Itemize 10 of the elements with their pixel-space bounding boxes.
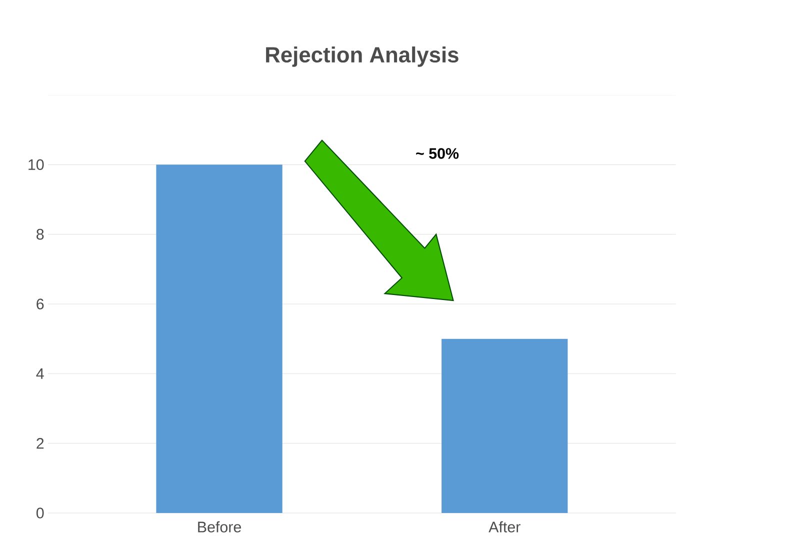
y-tick-label: 6 [36, 298, 44, 310]
y-tick-label: 2 [36, 438, 44, 449]
x-tick-label: Before [198, 521, 241, 532]
y-tick-label: 8 [36, 228, 44, 240]
chart-title: Rejection Analysis [266, 46, 458, 67]
y-tick-label: 4 [36, 368, 44, 379]
y-tick-label: 10 [28, 159, 44, 170]
x-tick-label: After [488, 521, 520, 532]
y-tick-label: 0 [36, 508, 44, 518]
annotation: ~ 50% [416, 148, 459, 159]
